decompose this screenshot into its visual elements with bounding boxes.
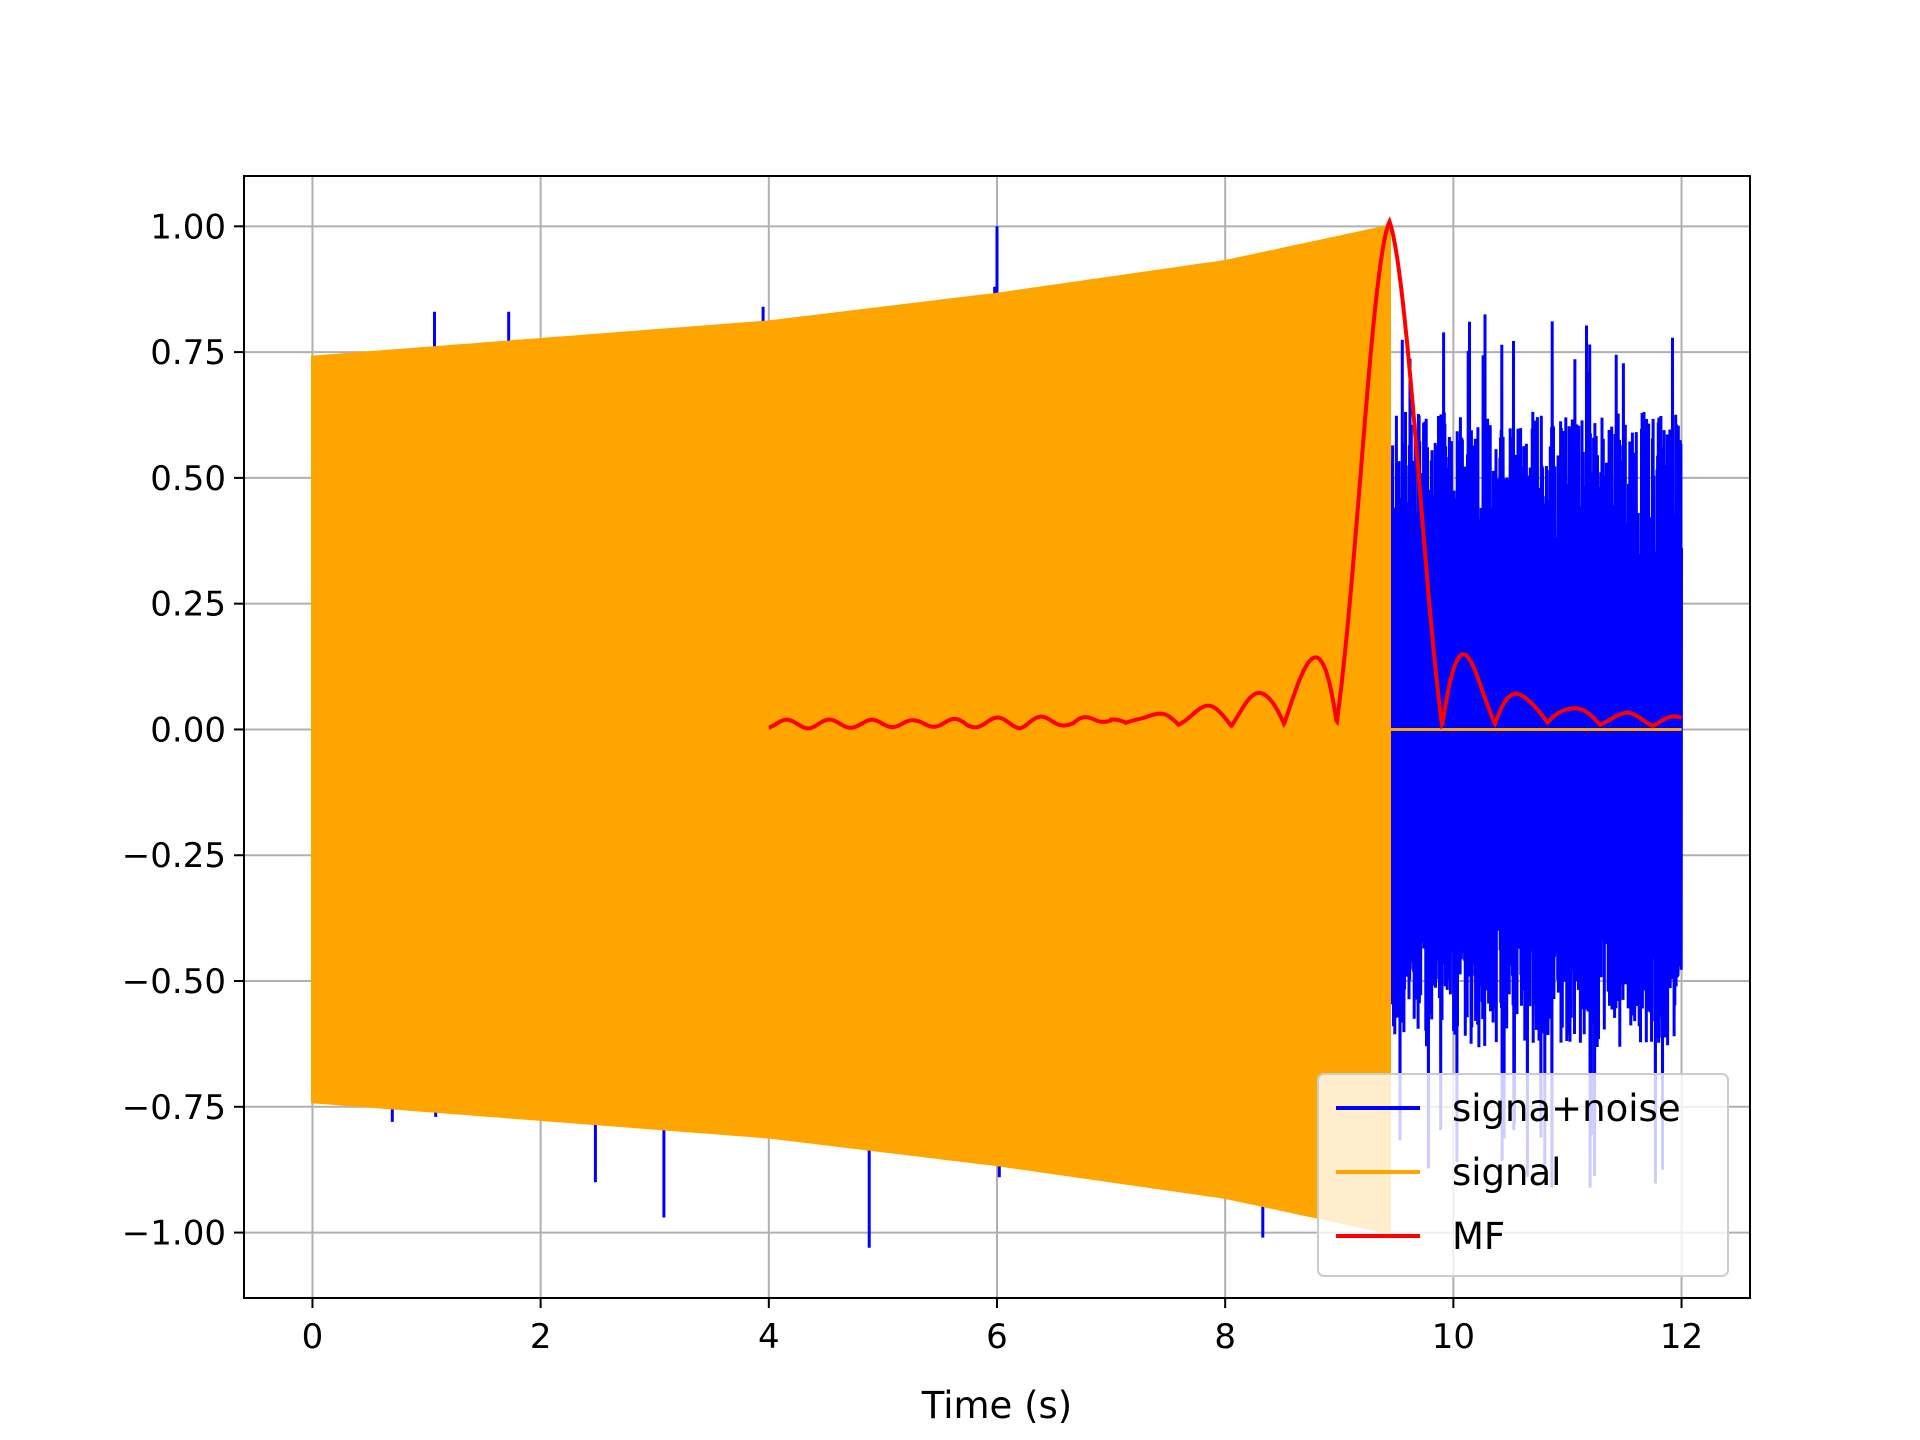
mf-line: [768, 216, 1683, 731]
plot-area: [311, 216, 1683, 1248]
legend-label-signa-noise: signa+noise: [1452, 1087, 1681, 1130]
y-tick-label: 0.75: [150, 333, 226, 373]
y-tick-label: −0.25: [122, 836, 226, 876]
y-tick-label: −1.00: [122, 1214, 226, 1254]
y-tick-label: 0.50: [150, 459, 226, 499]
y-tick-label: 1.00: [150, 207, 226, 247]
legend-box: [1317, 1073, 1729, 1277]
y-tick-label: −0.75: [122, 1088, 226, 1128]
axis-ticks: 0 2 4 6 8 10 12 1.00 0.75 0.50 0.25 0.00 −0.25 −0.50 −…: [122, 207, 1703, 1357]
legend-label-signal: signal: [1452, 1151, 1561, 1194]
series-mf: [768, 216, 1683, 731]
x-tick-label: 4: [758, 1317, 780, 1357]
x-tick-label: 12: [1660, 1317, 1703, 1357]
x-tick-label: 6: [986, 1317, 1008, 1357]
y-tick-label: 0.25: [150, 585, 226, 625]
x-axis-label: Time (s): [921, 1384, 1072, 1427]
y-tick-label: −0.50: [122, 962, 226, 1002]
legend-label-mf: MF: [1452, 1215, 1505, 1258]
x-tick-label: 8: [1214, 1317, 1236, 1357]
x-tick-label: 2: [530, 1317, 552, 1357]
y-tick-label: 0.00: [150, 710, 226, 750]
x-tick-label: 10: [1432, 1317, 1475, 1357]
legend: signa+noise signal MF: [1317, 1073, 1729, 1277]
x-tick-label: 0: [302, 1317, 324, 1357]
